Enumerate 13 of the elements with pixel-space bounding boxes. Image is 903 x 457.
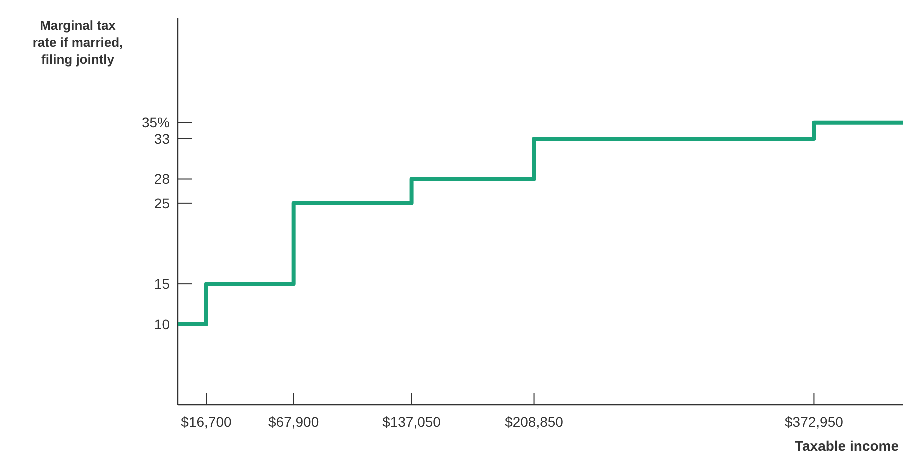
x-tick-label: $67,900 <box>268 414 320 430</box>
x-tick-label: $16,700 <box>181 414 232 430</box>
y-tick-label: 15 <box>154 276 170 292</box>
y-tick-label: 28 <box>154 171 170 188</box>
x-tick-label: $372,950 <box>785 414 844 430</box>
x-tick-label: $137,050 <box>382 414 442 430</box>
y-tick-label: 35% <box>142 114 170 131</box>
y-tick-label: 10 <box>154 316 170 332</box>
y-tick-label: 25 <box>154 195 170 212</box>
y-axis-title: Marginal tax rate if married, filing jointly <box>32 18 124 67</box>
x-tick-label: $208,850 <box>505 414 564 430</box>
x-axis-title: Taxable income <box>794 438 900 454</box>
y-tick-label: 33 <box>154 130 170 147</box>
